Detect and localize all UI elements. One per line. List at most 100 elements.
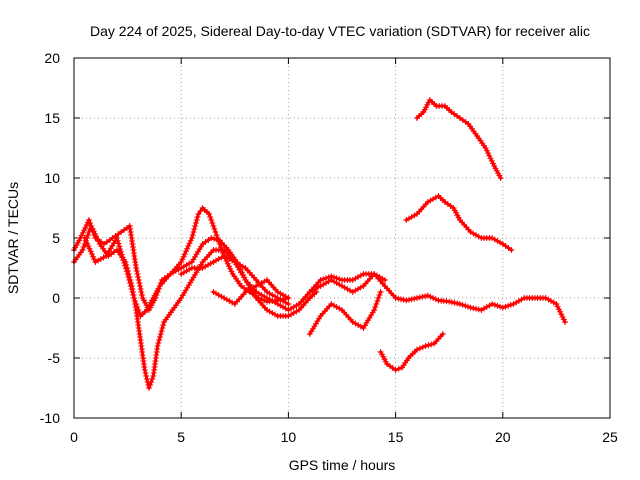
x-axis-title: GPS time / hours <box>289 457 396 473</box>
series-track-9 <box>403 193 515 253</box>
y-tick-label: 20 <box>44 50 60 66</box>
data-point <box>319 278 323 282</box>
data-point <box>190 260 194 264</box>
data-point <box>329 274 333 278</box>
plot-frame <box>73 57 611 419</box>
grid <box>74 58 610 418</box>
x-tick-label: 5 <box>177 429 185 445</box>
data-point <box>501 306 505 310</box>
y-tick-label: -10 <box>40 410 60 426</box>
data-point <box>415 348 419 352</box>
data-point <box>563 320 567 324</box>
data-point <box>512 302 515 306</box>
data-point <box>361 272 365 276</box>
series-track-10 <box>414 97 504 181</box>
series-track-7 <box>306 271 388 295</box>
data-point <box>544 296 548 300</box>
data-point <box>190 236 194 240</box>
data-point <box>81 248 85 252</box>
data-point <box>196 212 200 216</box>
data-point <box>372 272 376 276</box>
data-point <box>479 236 483 240</box>
data-point <box>156 344 160 348</box>
data-point <box>211 260 215 264</box>
data-point <box>276 302 280 306</box>
data-point <box>383 284 387 288</box>
series-line <box>415 98 503 180</box>
data-point <box>265 278 269 282</box>
series-markers <box>403 193 515 253</box>
data-point <box>231 272 235 276</box>
series-track-1 <box>71 223 568 391</box>
data-point <box>93 260 97 264</box>
data-point <box>383 278 387 282</box>
data-point <box>179 260 183 264</box>
data-point <box>415 116 419 120</box>
data-point <box>379 350 383 354</box>
data-point <box>351 320 355 324</box>
data-point <box>158 284 162 288</box>
x-tick-label: 0 <box>70 429 78 445</box>
data-point <box>434 104 438 108</box>
series-markers <box>414 97 504 181</box>
data-point <box>276 296 280 300</box>
data-point <box>554 302 558 306</box>
data-point <box>211 290 215 294</box>
data-point <box>115 236 119 240</box>
data-point <box>467 122 470 126</box>
data-point <box>441 332 445 336</box>
data-point <box>244 278 247 282</box>
data-point <box>490 236 494 240</box>
data-point <box>319 284 323 288</box>
series-layer <box>71 97 568 391</box>
data-point <box>443 200 447 204</box>
data-point <box>286 314 290 318</box>
data-point <box>141 296 145 300</box>
y-tick-label: 10 <box>44 170 60 186</box>
data-point <box>139 314 142 318</box>
data-point <box>119 230 123 234</box>
data-point <box>209 236 213 240</box>
data-point <box>145 308 149 312</box>
data-point <box>132 296 136 300</box>
data-point <box>244 290 247 294</box>
data-point <box>78 236 82 240</box>
data-point <box>458 302 462 306</box>
data-point <box>297 308 301 312</box>
data-point <box>394 296 398 300</box>
data-point <box>361 326 365 330</box>
data-point <box>128 224 132 228</box>
data-point <box>452 206 455 210</box>
data-point <box>428 98 432 102</box>
data-point <box>533 296 537 300</box>
series-track-2 <box>71 217 320 319</box>
data-point <box>426 294 430 298</box>
data-point <box>211 248 215 252</box>
data-point <box>104 254 108 258</box>
data-point <box>400 366 404 370</box>
data-point <box>254 278 258 282</box>
data-point <box>329 302 333 306</box>
data-point <box>340 284 344 288</box>
data-point <box>222 296 226 300</box>
y-tick-label: 15 <box>44 110 60 126</box>
data-point <box>308 290 312 294</box>
data-point <box>509 248 513 252</box>
data-point <box>475 134 479 138</box>
data-point <box>256 296 260 300</box>
data-point <box>169 272 172 276</box>
data-point <box>432 342 436 346</box>
data-point <box>254 284 258 288</box>
data-point <box>379 290 383 294</box>
chart-title: Day 224 of 2025, Sidereal Day-to-day VTE… <box>90 23 590 39</box>
series-markers <box>377 331 446 373</box>
data-point <box>179 296 183 300</box>
data-point <box>297 302 301 306</box>
data-point <box>222 254 226 258</box>
y-tick-label: 0 <box>52 290 60 306</box>
data-point <box>207 212 211 216</box>
data-point <box>314 290 318 294</box>
data-point <box>134 266 138 270</box>
x-tick-label: 20 <box>495 429 511 445</box>
